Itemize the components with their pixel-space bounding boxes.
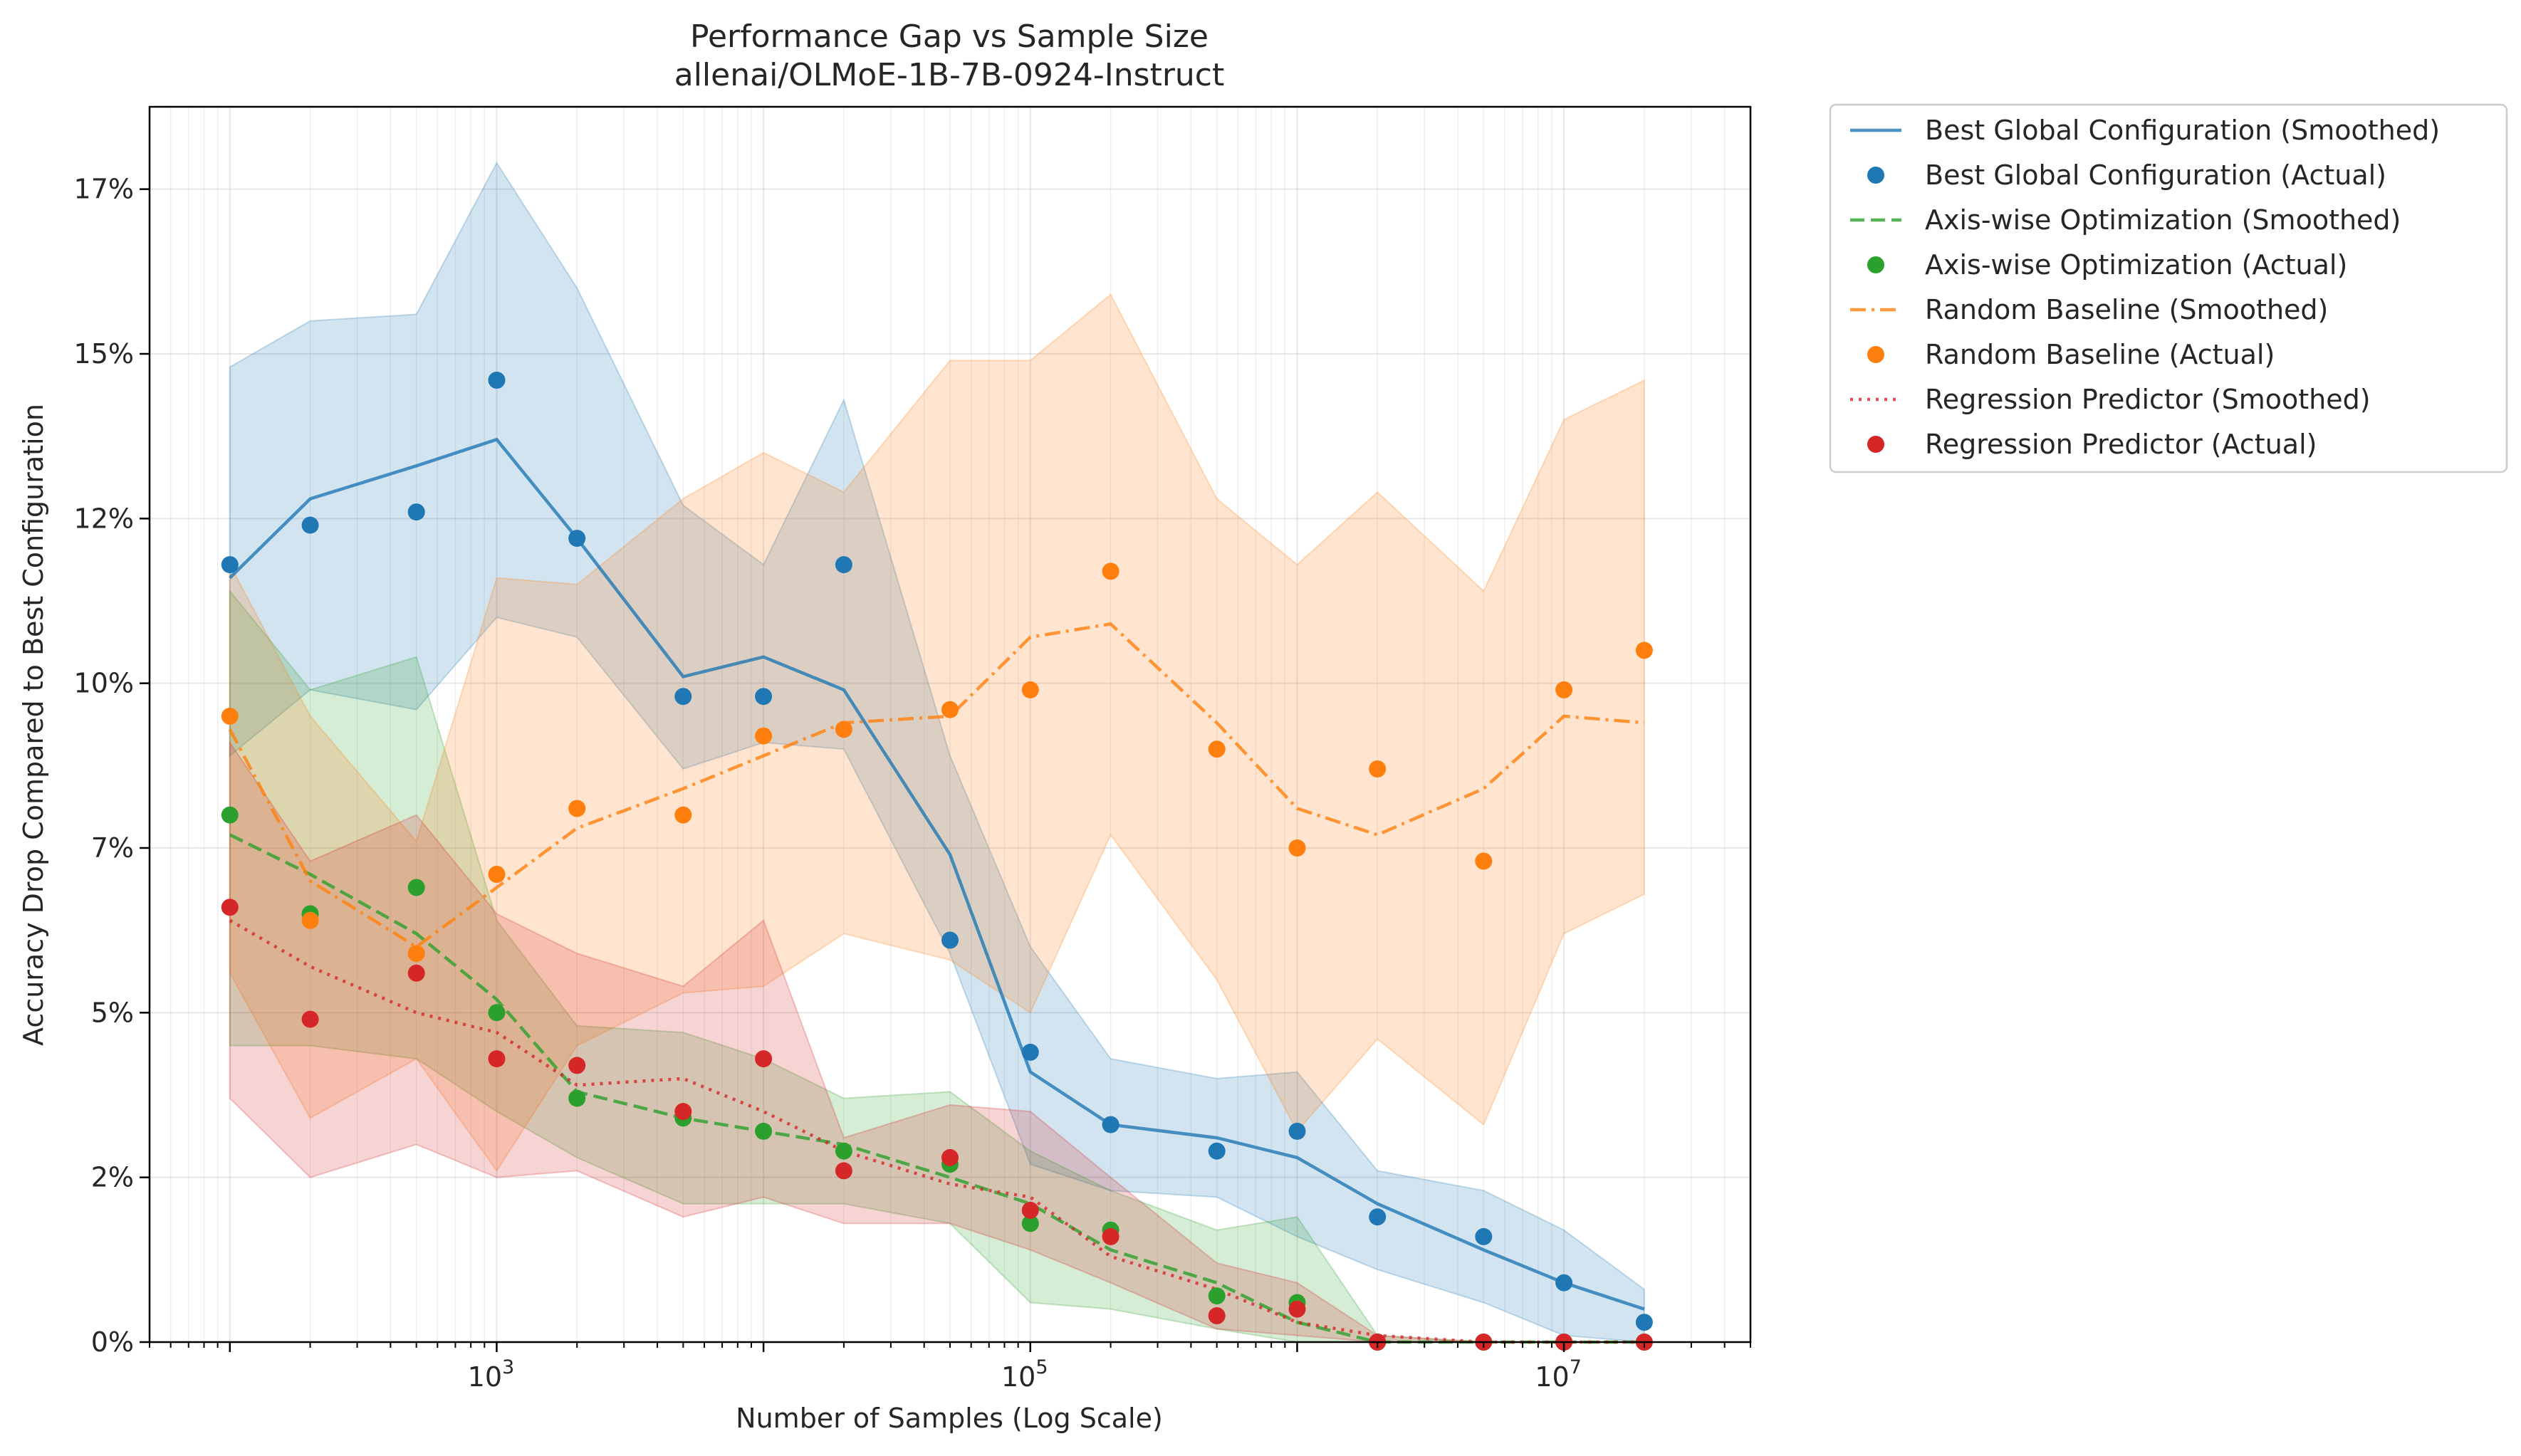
random-baseline-actual-point: [488, 866, 506, 883]
best-global-configuration-actual-point: [674, 688, 692, 706]
best-global-configuration-actual-point: [1555, 1274, 1573, 1292]
axis-wise-optimization-actual-point: [407, 879, 425, 896]
regression-predictor-actual-point: [568, 1057, 586, 1074]
x-tick-exponent: 7: [1570, 1356, 1582, 1378]
random-baseline-actual-point: [407, 945, 425, 963]
random-baseline-actual-point: [755, 727, 773, 745]
regression-predictor-legend-actual-label: Regression Predictor (Actual): [1925, 429, 2317, 460]
best-global-configuration-actual-point: [941, 931, 959, 949]
random-baseline-actual-point: [941, 701, 959, 718]
axis-wise-optimization-smoothed-line: [229, 833, 1644, 1344]
x-tick-exponent: 5: [1035, 1356, 1048, 1378]
y-tick-label: 15%: [74, 338, 134, 370]
random-baseline-actual-point: [1021, 681, 1039, 698]
regression-predictor-actual-point: [1102, 1227, 1119, 1245]
regression-predictor-actual-point: [301, 1010, 319, 1028]
best-global-configuration-legend-smoothed-label: Best Global Configuration (Smoothed): [1925, 115, 2440, 146]
random-baseline-actual-point: [1208, 740, 1226, 758]
best-global-configuration-legend-marker: [1867, 167, 1884, 184]
best-global-configuration-actual-point: [221, 556, 239, 574]
random-baseline-actual-point: [674, 806, 692, 824]
best-global-configuration-actual-point: [407, 503, 425, 521]
random-baseline-actual-point: [1369, 760, 1387, 777]
best-global-configuration-actual-point: [1369, 1208, 1387, 1226]
best-global-configuration-actual-point: [568, 530, 586, 548]
best-global-configuration-actual-point: [488, 372, 506, 389]
best-global-configuration-legend-actual-label: Best Global Configuration (Actual): [1925, 159, 2386, 191]
axis-wise-optimization-actual-point: [221, 806, 239, 824]
y-tick-label: 5%: [91, 997, 134, 1028]
y-tick-label: 7%: [91, 832, 134, 864]
legend-frame: [1829, 103, 2508, 473]
axis-wise-optimization-legend-smoothed-label: Axis-wise Optimization (Smoothed): [1925, 204, 2401, 236]
regression-predictor-actual-point: [835, 1162, 852, 1180]
best-global-configuration-smoothed-line: [229, 437, 1645, 1311]
regression-predictor-legend-smoothed-label: Regression Predictor (Smoothed): [1925, 384, 2371, 415]
axis-wise-optimization-actual-point: [755, 1122, 773, 1140]
best-global-configuration-actual-point: [835, 556, 852, 574]
axis-wise-optimization-actual-point: [1208, 1287, 1226, 1305]
regression-predictor-actual-point: [1288, 1300, 1306, 1318]
random-baseline-actual-point: [1102, 562, 1119, 580]
regression-predictor-actual-point: [674, 1103, 692, 1121]
best-global-configuration-actual-point: [1635, 1314, 1653, 1331]
regression-predictor-legend-marker: [1867, 436, 1884, 453]
random-baseline-legend-marker: [1867, 346, 1884, 363]
actual-points: [221, 372, 1653, 1351]
best-global-configuration-actual-point: [1021, 1043, 1039, 1061]
legend: Best Global Configuration (Smoothed) Best…: [1829, 103, 2508, 473]
random-baseline-actual-point: [1475, 852, 1493, 870]
y-tick-label: 10%: [74, 668, 134, 699]
regression-predictor-actual-point: [1021, 1201, 1039, 1219]
regression-predictor-actual-point: [407, 964, 425, 982]
regression-predictor-actual-point: [941, 1148, 959, 1166]
y-tick-label: 17%: [74, 174, 134, 205]
regression-predictor-actual-point: [755, 1050, 773, 1068]
y-axis-ticks: 0% 2% 5% 7% 10% 12% 15% 17%: [74, 174, 150, 1358]
best-global-configuration-actual-point: [1288, 1122, 1306, 1140]
axis-wise-optimization-actual-point: [568, 1089, 586, 1107]
random-baseline-legend-actual-label: Random Baseline (Actual): [1925, 339, 2275, 370]
x-axis-label: Number of Samples (Log Scale): [736, 1403, 1163, 1434]
random-baseline-actual-point: [1555, 681, 1573, 698]
chart-subtitle: allenai/OLMoE-1B-7B-0924-Instruct: [674, 57, 1225, 93]
best-global-configuration-actual-point: [1102, 1116, 1119, 1133]
axis-wise-optimization-actual-point: [835, 1142, 852, 1160]
best-global-configuration-actual-point: [301, 516, 319, 534]
best-global-configuration-actual-point: [1208, 1142, 1226, 1160]
random-baseline-band: [229, 293, 1645, 1173]
random-baseline-actual-point: [221, 707, 239, 725]
axis-wise-optimization-legend-marker: [1867, 256, 1884, 273]
y-tick-label: 12%: [74, 503, 134, 534]
regression-predictor-actual-point: [1208, 1307, 1226, 1324]
y-tick-label: 2%: [91, 1162, 134, 1193]
random-baseline-actual-point: [835, 721, 852, 738]
random-baseline-actual-point: [301, 911, 319, 929]
best-global-configuration-actual-point: [1475, 1227, 1493, 1245]
y-tick-label: 0%: [91, 1326, 134, 1358]
best-global-configuration-actual-point: [755, 688, 773, 706]
axis-wise-optimization-actual-point: [1021, 1215, 1039, 1232]
regression-predictor-actual-point: [221, 899, 239, 916]
y-axis-label: Accuracy Drop Compared to Best Configura…: [18, 404, 49, 1046]
random-baseline-legend-smoothed-label: Random Baseline (Smoothed): [1925, 294, 2328, 325]
axis-wise-optimization-legend-actual-label: Axis-wise Optimization (Actual): [1925, 249, 2347, 281]
x-tick-exponent: 3: [502, 1356, 514, 1378]
random-baseline-actual-point: [1288, 839, 1306, 857]
random-baseline-actual-point: [1635, 641, 1653, 659]
legend-items: Best Global Configuration (Smoothed) Best…: [1850, 115, 2440, 460]
axis-wise-optimization-actual-point: [488, 1004, 506, 1022]
regression-predictor-actual-point: [488, 1050, 506, 1068]
random-baseline-actual-point: [568, 800, 586, 817]
plot-area: [150, 107, 1750, 1342]
chart-title: Performance Gap vs Sample Size: [690, 19, 1209, 55]
